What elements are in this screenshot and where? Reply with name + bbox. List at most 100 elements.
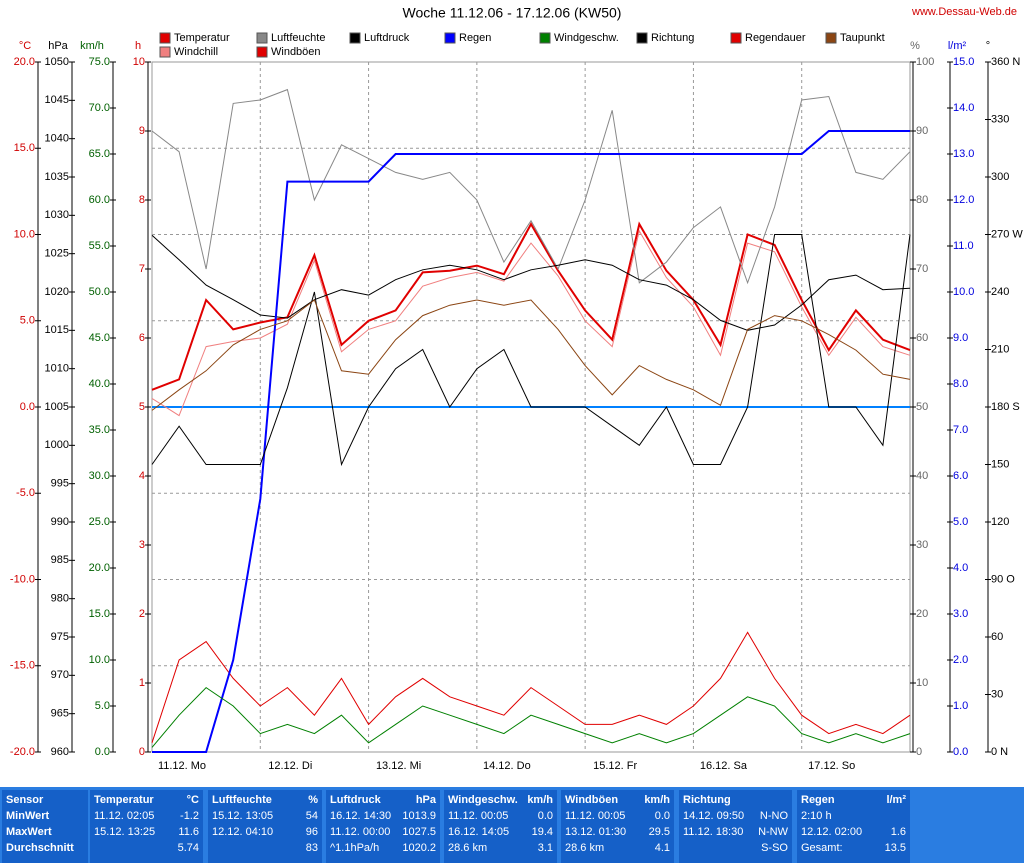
y-tick-label: 15.0: [89, 608, 110, 620]
y-tick-label: 1000: [45, 439, 69, 451]
axis-title: °C: [19, 40, 31, 52]
y-tick-label: 70: [916, 263, 928, 275]
y-tick-label: 12.0: [953, 194, 974, 206]
y-tick-label: 70.0: [89, 102, 110, 114]
y-tick-label: 8.0: [953, 378, 968, 390]
cell: 4.1: [655, 842, 670, 854]
y-tick-label: 50.0: [89, 286, 110, 298]
cell: 11.12. 18:30: [683, 826, 743, 838]
y-tick-label: 35.0: [89, 424, 110, 436]
cell: 11.12. 00:05: [565, 810, 625, 822]
y-tick-label: -10.0: [10, 573, 35, 585]
y-tick-label: 210: [991, 343, 1009, 355]
y-tick-label: 330: [991, 113, 1009, 125]
y-tick-label: 3.0: [953, 608, 968, 620]
legend-label: Luftfeuchte: [271, 32, 325, 44]
y-tick-label: 40: [916, 470, 928, 482]
cell: 12.12. 04:10: [212, 826, 273, 838]
y-tick-label: 0.0: [953, 746, 968, 758]
cell: N-NW: [758, 826, 789, 838]
cell: 0.0: [538, 810, 553, 822]
y-tick-label: 960: [51, 746, 69, 758]
y-tick-label: 1050: [45, 56, 69, 68]
y-tick-label: 0: [916, 746, 922, 758]
y-tick-label: 5.0: [20, 315, 35, 327]
cell: 11.12. 02:05: [94, 810, 154, 822]
y-tick-label: -20.0: [10, 746, 35, 758]
y-tick-label: 13.0: [953, 148, 974, 160]
cell: 54: [306, 810, 318, 822]
y-tick-label: 10.0: [89, 654, 110, 666]
cell: 1020.2: [402, 842, 436, 854]
y-tick-label: 30: [991, 688, 1003, 700]
series-line: [151, 686, 911, 748]
y-tick-label: 5: [139, 401, 145, 413]
y-tick-label: 14.0: [953, 102, 974, 114]
y-tick-label: 1020: [45, 286, 69, 298]
cell: 15.12. 13:25: [94, 826, 155, 838]
panel-unit: km/h: [644, 794, 670, 806]
y-tick-label: 1005: [45, 401, 69, 413]
y-tick-label: 4: [139, 470, 145, 482]
cell: 96: [306, 826, 318, 838]
legend-label: Windböen: [271, 46, 321, 58]
axis-title: km/h: [80, 40, 104, 52]
y-tick-label: 4.0: [953, 562, 968, 574]
y-tick-label: 995: [51, 478, 69, 490]
y-tick-label: 60.0: [89, 194, 110, 206]
cell: 2:10 h: [801, 810, 832, 822]
y-tick-label: 975: [51, 631, 69, 643]
y-tick-label: -5.0: [16, 487, 35, 499]
cell: 11.6: [178, 826, 199, 838]
axis-title: hPa: [48, 40, 68, 52]
cell: Gesamt:: [801, 842, 843, 854]
table-panel: [679, 790, 792, 863]
cell: MinWert: [6, 810, 50, 822]
panel-unit: hPa: [416, 794, 437, 806]
table-panel: [326, 790, 440, 863]
legend-swatch: [159, 46, 171, 58]
y-tick-label: 15.0: [14, 142, 35, 154]
cell: 11.12. 00:05: [448, 810, 508, 822]
y-tick-label: 20.0: [14, 56, 35, 68]
cell: MaxWert: [6, 826, 52, 838]
y-tick-label: 1010: [45, 363, 69, 375]
cell: 16.12. 14:30: [330, 810, 391, 822]
cell: 16.12. 14:05: [448, 826, 509, 838]
y-tick-label: 50: [916, 401, 928, 413]
y-tick-label: 180 S: [991, 401, 1020, 413]
cell: S-SO: [761, 842, 788, 854]
y-tick-label: 1035: [45, 171, 69, 183]
x-tick-label: 16.12. Sa: [700, 760, 748, 772]
cell: 0.0: [655, 810, 670, 822]
panel-title: Temperatur: [94, 794, 154, 806]
panel-title: Luftdruck: [330, 794, 382, 806]
y-tick-label: 55.0: [89, 240, 110, 252]
cell: N-NO: [760, 810, 789, 822]
panel-title: Sensor: [6, 794, 44, 806]
legend-label: Windchill: [174, 46, 218, 58]
panel-unit: %: [308, 794, 318, 806]
axis-title: l/m²: [948, 40, 967, 52]
cell: -1.2: [180, 810, 199, 822]
panel-unit: °C: [187, 794, 199, 806]
legend-swatch: [825, 32, 837, 44]
legend-label: Taupunkt: [840, 32, 885, 44]
table-panel: [444, 790, 557, 863]
cell: 11.12. 00:00: [330, 826, 390, 838]
cell: 28.6 km: [565, 842, 604, 854]
series-line: [151, 234, 911, 331]
y-tick-label: 965: [51, 708, 69, 720]
cell: 1027.5: [402, 826, 436, 838]
table-panel: [2, 790, 88, 863]
panel-title: Regen: [801, 794, 835, 806]
legend-swatch: [539, 32, 551, 44]
y-tick-label: 5.0: [95, 700, 110, 712]
cell: Durchschnitt: [6, 842, 74, 854]
y-tick-label: 150: [991, 458, 1009, 470]
y-tick-label: 970: [51, 669, 69, 681]
panel-title: Windgeschw.: [448, 794, 518, 806]
legend-swatch: [256, 46, 268, 58]
legend-swatch: [349, 32, 361, 44]
